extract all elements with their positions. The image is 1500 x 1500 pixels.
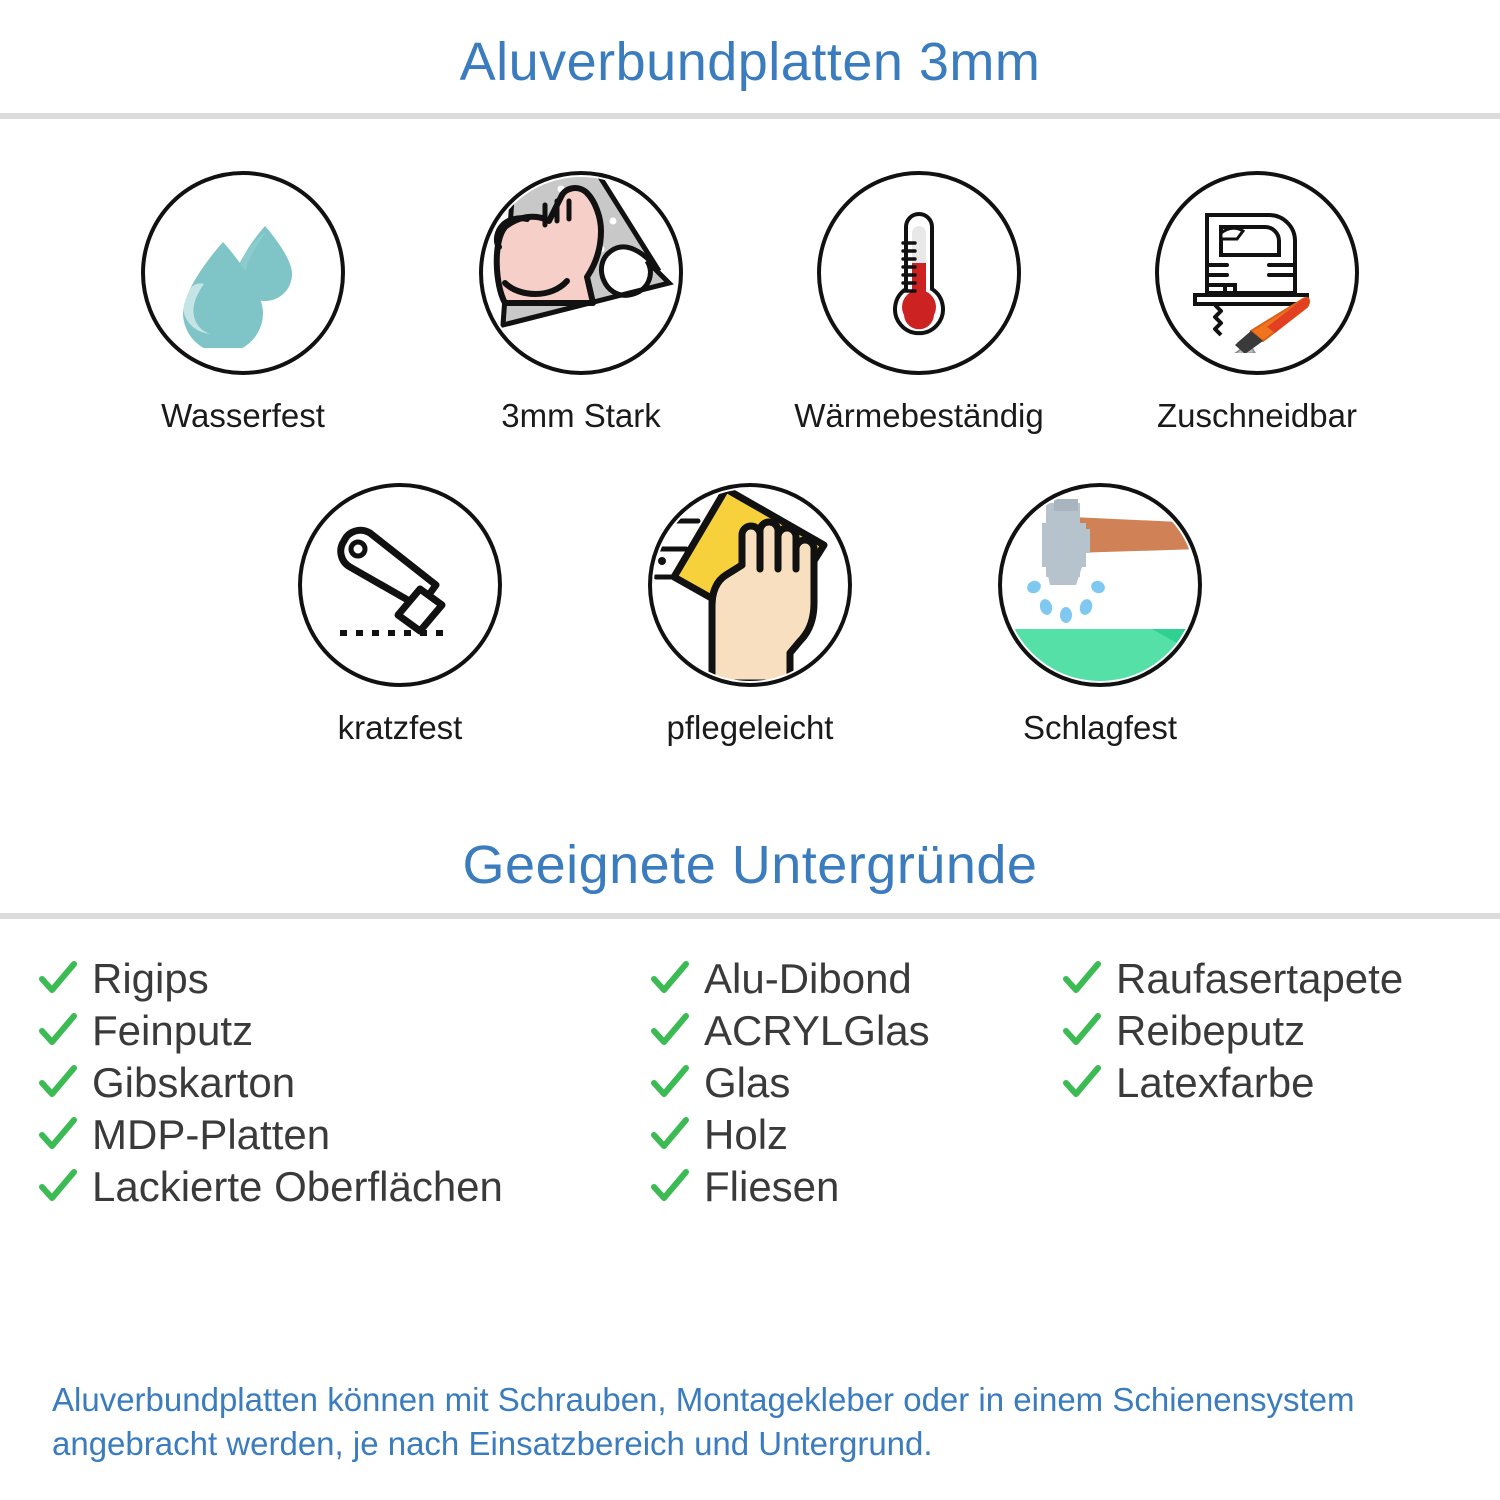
- feature-label: Wärmebeständig: [794, 396, 1044, 434]
- feature-kratzfest: kratzfest: [285, 482, 515, 747]
- feature-circle: [817, 170, 1021, 375]
- divider-middle: [0, 913, 1500, 920]
- list-item: Alu-Dibond: [650, 953, 1062, 1005]
- title-block: Aluverbundplatten 3mm: [0, 0, 1500, 113]
- check-icon: [650, 1011, 690, 1051]
- substrate-column-2: Alu-Dibond ACRYLGlas Glas Holz: [650, 953, 1062, 1213]
- list-item-label: Gibskarton: [92, 1059, 296, 1107]
- check-icon: [38, 1167, 78, 1207]
- check-icon: [650, 1063, 690, 1103]
- thermometer-icon: [849, 203, 989, 343]
- feature-label: Wasserfest: [161, 396, 325, 434]
- list-item: ACRYLGlas: [650, 1005, 1062, 1057]
- subheading-block: Geeignete Untergründe: [0, 747, 1500, 914]
- list-item-label: Glas: [704, 1059, 791, 1107]
- divider-top: [0, 112, 1500, 119]
- feature-circle: [998, 482, 1202, 687]
- feature-wasserfest: Wasserfest: [128, 170, 358, 435]
- feature-label: kratzfest: [337, 708, 463, 746]
- list-item: Reibeputz: [1062, 1005, 1492, 1057]
- feature-row-2: kratzfest: [0, 482, 1500, 747]
- check-icon: [38, 1063, 78, 1103]
- check-icon: [650, 959, 690, 999]
- list-item-label: MDP-Platten: [92, 1111, 331, 1159]
- feature-circle: [298, 482, 502, 687]
- list-item: Lackierte Oberflächen: [38, 1161, 650, 1213]
- page-title: Aluverbundplatten 3mm: [459, 32, 1041, 92]
- list-item-label: Fliesen: [704, 1163, 840, 1211]
- check-icon: [38, 1115, 78, 1155]
- jigsaw-cutter-icon: [1177, 193, 1337, 353]
- substrate-checklist: Rigips Feinputz Gibskarton MDP-Platten: [0, 919, 1500, 1213]
- feature-circle: [479, 170, 683, 375]
- list-item-label: ACRYLGlas: [704, 1007, 930, 1055]
- check-icon: [1062, 1063, 1102, 1103]
- substrate-column-1: Rigips Feinputz Gibskarton MDP-Platten: [38, 953, 650, 1213]
- list-item-label: Raufasertapete: [1116, 955, 1404, 1003]
- list-item: MDP-Platten: [38, 1109, 650, 1161]
- check-icon: [38, 1011, 78, 1051]
- list-item: Fliesen: [650, 1161, 1062, 1213]
- feature-zuschneidbar: Zuschneidbar: [1142, 170, 1372, 435]
- feature-circle: [648, 482, 852, 687]
- footer-note: Aluverbundplatten können mit Schrauben, …: [52, 1381, 1355, 1462]
- feature-label: 3mm Stark: [501, 396, 661, 434]
- feature-grid: Wasserfest: [0, 119, 1500, 747]
- check-icon: [38, 959, 78, 999]
- feature-label: pflegeleicht: [666, 708, 834, 746]
- subheading-title: Geeignete Untergründe: [462, 834, 1038, 895]
- feature-circle: [1155, 170, 1359, 375]
- feature-label: Zuschneidbar: [1157, 396, 1357, 434]
- blade-scratch-icon: [320, 505, 480, 665]
- feature-pflegeleicht: pflegeleicht: [635, 482, 865, 747]
- list-item: Holz: [650, 1109, 1062, 1161]
- list-item-label: Rigips: [92, 955, 209, 1003]
- check-icon: [1062, 1011, 1102, 1051]
- flexed-arm-panel-icon: [483, 175, 679, 371]
- feature-schlagfest: Schlagfest: [985, 482, 1215, 747]
- list-item: Gibskarton: [38, 1057, 650, 1109]
- hammer-impact-icon: [1002, 487, 1198, 683]
- feature-label: Schlagfest: [1022, 708, 1178, 746]
- check-icon: [650, 1115, 690, 1155]
- feature-3mm-stark: 3mm Stark: [466, 170, 696, 435]
- hand-cloth-icon: [652, 487, 848, 683]
- list-item: Latexfarbe: [1062, 1057, 1492, 1109]
- list-item: Rigips: [38, 953, 650, 1005]
- list-item-label: Lackierte Oberflächen: [92, 1163, 503, 1211]
- list-item-label: Alu-Dibond: [704, 955, 912, 1003]
- substrate-column-3: Raufasertapete Reibeputz Latexfarbe: [1062, 953, 1492, 1213]
- list-item-label: Latexfarbe: [1116, 1059, 1315, 1107]
- feature-row-1: Wasserfest: [0, 170, 1500, 435]
- list-item-label: Feinputz: [92, 1007, 254, 1055]
- water-drops-icon: [168, 198, 318, 348]
- check-icon: [650, 1167, 690, 1207]
- feature-waermebestaendig: Wärmebeständig: [794, 170, 1044, 435]
- list-item-label: Holz: [704, 1111, 789, 1159]
- list-item: Glas: [650, 1057, 1062, 1109]
- list-item: Raufasertapete: [1062, 953, 1492, 1005]
- check-icon: [1062, 959, 1102, 999]
- list-item-label: Reibeputz: [1116, 1007, 1306, 1055]
- list-item: Feinputz: [38, 1005, 650, 1057]
- feature-circle: [141, 170, 345, 375]
